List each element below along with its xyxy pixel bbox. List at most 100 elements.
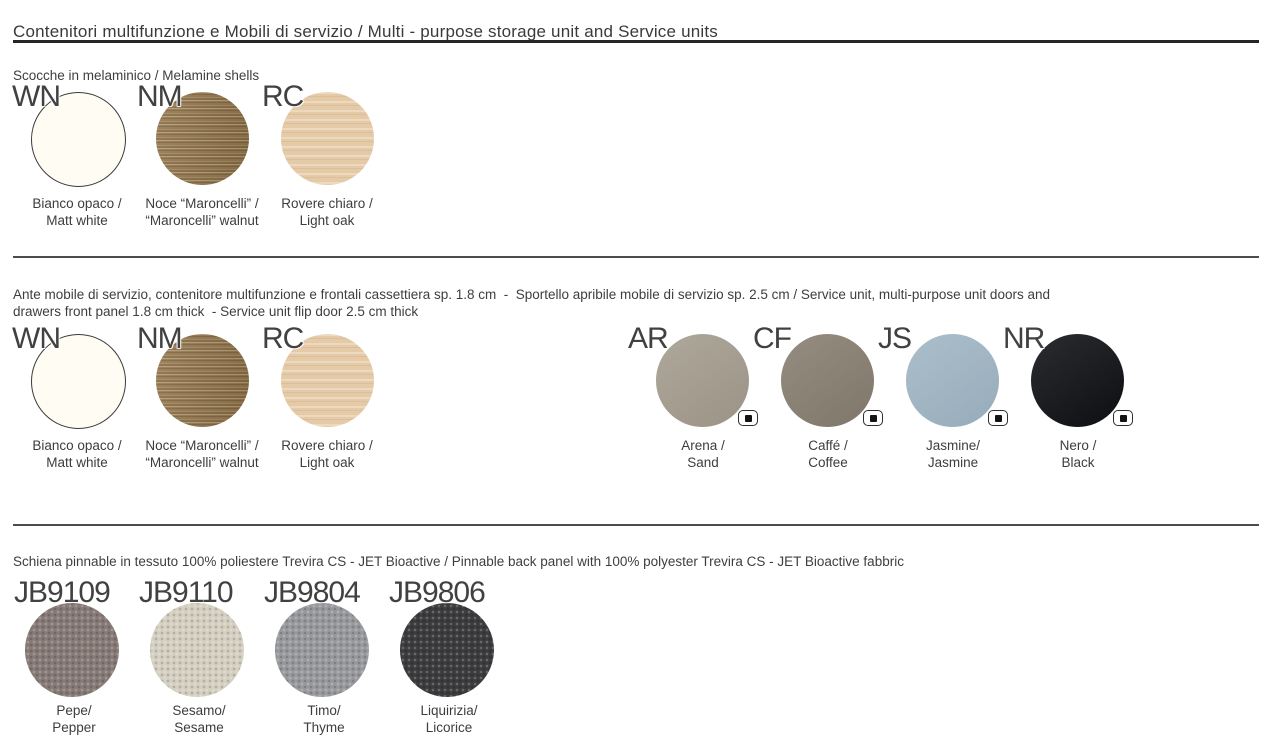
swatch-name-italian: Liquirizia/ <box>420 703 478 718</box>
swatch-name-italian: Caffé / <box>808 438 848 453</box>
swatch-color-disc <box>906 334 999 427</box>
swatch-name-italian: Arena / <box>681 438 725 453</box>
swatch-name-english: Light oak <box>299 213 355 228</box>
swatch-name-italian: Bianco opaco / <box>32 438 122 453</box>
swatch-rc: RC Rovere chiaro / Light oak <box>262 322 387 493</box>
section-label-melamine-shells: Scocche in melaminico / Melamine shells <box>13 67 260 83</box>
swatch-code: RC <box>262 80 304 113</box>
swatch-color-disc <box>150 603 244 697</box>
section-label-doors-fronts: Ante mobile di servizio, contenitore mul… <box>13 286 1050 320</box>
swatch-color-disc <box>156 334 249 427</box>
swatch-jb9109: JB9109 Pepe/Pepper <box>10 576 135 745</box>
swatch-color-disc <box>25 603 119 697</box>
swatch-name-italian: Rovere chiaro / <box>281 196 373 211</box>
swatch-nm: NM Noce “Maroncelli” / “Maroncelli” walnut <box>137 80 262 251</box>
swatch-cf: CF Caffé / Coffee <box>753 322 883 493</box>
swatch-name-italian: Timo/ <box>307 703 341 718</box>
matt-finish-icon-dot <box>869 414 877 422</box>
swatch-name-english: Black <box>1061 455 1095 470</box>
swatch-caption: Nero / Black <box>1060 437 1097 471</box>
swatch-jb9110: JB9110 Sesamo/Sesame <box>135 576 260 745</box>
swatch-nr: NR Nero / Black <box>1003 322 1133 493</box>
swatch-js: JS Jasmine/Jasmine <box>878 322 1008 493</box>
swatch-code: JB9806 <box>389 576 486 609</box>
swatch-name-english: Sesame <box>174 720 224 735</box>
section-divider <box>13 256 1259 258</box>
swatch-color-disc <box>781 334 874 427</box>
matt-finish-icon-dot <box>744 414 752 422</box>
swatch-jb9806: JB9806 Liquirizia/Licorice <box>385 576 510 745</box>
swatch-color-disc <box>656 334 749 427</box>
swatch-group-doors-melamine: WN Bianco opaco / Matt white NM Noce “Maronc… <box>12 322 387 493</box>
swatch-code: JB9804 <box>264 576 361 609</box>
section-label-doors-line2: drawers front panel 1.8 cm thick - Servi… <box>13 303 419 319</box>
section-label-pinnable-fabric: Schiena pinnable in tessuto 100% poliest… <box>13 553 904 569</box>
swatch-name-english: Coffee <box>808 455 848 470</box>
swatch-wn: WN Bianco opaco / Matt white <box>12 80 137 251</box>
swatch-name-english: Sand <box>687 455 719 470</box>
swatch-name-english: Light oak <box>299 455 355 470</box>
swatch-name-italian: Nero / <box>1059 438 1097 453</box>
matt-finish-icon-dot <box>1119 414 1127 422</box>
swatch-name-italian: Noce “Maroncelli” / <box>145 196 259 211</box>
swatch-color-disc <box>281 334 374 427</box>
swatch-code: JB9110 <box>139 576 234 609</box>
swatch-caption: Timo/Thyme <box>303 702 344 736</box>
swatch-color-disc <box>31 92 126 187</box>
swatch-name-english: Matt white <box>46 213 108 228</box>
matt-finish-icon <box>738 410 758 426</box>
swatch-name-italian: Bianco opaco / <box>32 196 122 211</box>
swatch-name-english: “Maroncelli” walnut <box>145 455 259 470</box>
swatch-code: JS <box>878 322 912 355</box>
matt-finish-icon <box>1113 410 1133 426</box>
swatch-rc: RC Rovere chiaro / Light oak <box>262 80 387 251</box>
swatch-name-english: Licorice <box>425 720 473 735</box>
swatch-caption: Jasmine/Jasmine <box>926 437 980 471</box>
swatch-code: NM <box>137 322 183 355</box>
swatch-wn: WN Bianco opaco / Matt white <box>12 322 137 493</box>
matt-finish-icon <box>863 410 883 426</box>
section-divider <box>13 524 1259 526</box>
swatch-group-melamine-shells: WN Bianco opaco / Matt white NM Noce “Maronc… <box>12 80 387 251</box>
swatch-name-english: “Maroncelli” walnut <box>145 213 259 228</box>
swatch-name-italian: Noce “Maroncelli” / <box>145 438 259 453</box>
swatch-name-italian: Jasmine/ <box>925 438 981 453</box>
swatch-color-disc <box>31 334 126 429</box>
swatch-caption: Pepe/Pepper <box>52 702 96 736</box>
swatch-caption: Noce “Maroncelli” / “Maroncelli” walnut <box>145 195 258 229</box>
swatch-name-english: Thyme <box>303 720 345 735</box>
swatch-name-english: Jasmine <box>927 455 979 470</box>
swatch-code: AR <box>628 322 669 355</box>
swatch-jb9804: JB9804 Timo/Thyme <box>260 576 385 745</box>
matt-finish-icon <box>988 410 1008 426</box>
swatch-code: WN <box>12 322 61 355</box>
swatch-code: CF <box>753 322 792 355</box>
swatch-code: WN <box>12 80 61 113</box>
page-title: Contenitori multifunzione e Mobili di se… <box>13 22 718 42</box>
title-divider <box>13 40 1259 43</box>
swatch-color-disc <box>1031 334 1124 427</box>
swatch-caption: Caffé / Coffee <box>808 437 848 471</box>
swatch-caption: Noce “Maroncelli” / “Maroncelli” walnut <box>145 437 258 471</box>
swatch-code: JB9109 <box>14 576 111 609</box>
swatch-ar: AR Arena / Sand <box>628 322 758 493</box>
swatch-code: RC <box>262 322 304 355</box>
swatch-caption: Sesamo/Sesame <box>172 702 225 736</box>
swatch-group-fabric: JB9109 Pepe/Pepper JB9110 Sesamo/Sesame JB98… <box>10 576 510 745</box>
swatch-name-english: Matt white <box>46 455 108 470</box>
swatch-color-disc <box>400 603 494 697</box>
swatch-caption: Rovere chiaro / Light oak <box>281 195 373 229</box>
swatch-caption: Bianco opaco / Matt white <box>32 437 121 471</box>
swatch-name-italian: Rovere chiaro / <box>281 438 373 453</box>
swatch-nm: NM Noce “Maroncelli” / “Maroncelli” walnut <box>137 322 262 493</box>
swatch-code: NR <box>1003 322 1045 355</box>
matt-finish-icon-dot <box>994 414 1002 422</box>
swatch-group-doors-finishes: AR Arena / Sand CF Caffé / Coffee JS Jasmine/Ja… <box>628 322 1133 493</box>
swatch-caption: Rovere chiaro / Light oak <box>281 437 373 471</box>
swatch-color-disc <box>156 92 249 185</box>
swatch-name-italian: Pepe/ <box>56 703 92 718</box>
swatch-color-disc <box>275 603 369 697</box>
swatch-caption: Bianco opaco / Matt white <box>32 195 121 229</box>
swatch-caption: Liquirizia/Licorice <box>420 702 477 736</box>
